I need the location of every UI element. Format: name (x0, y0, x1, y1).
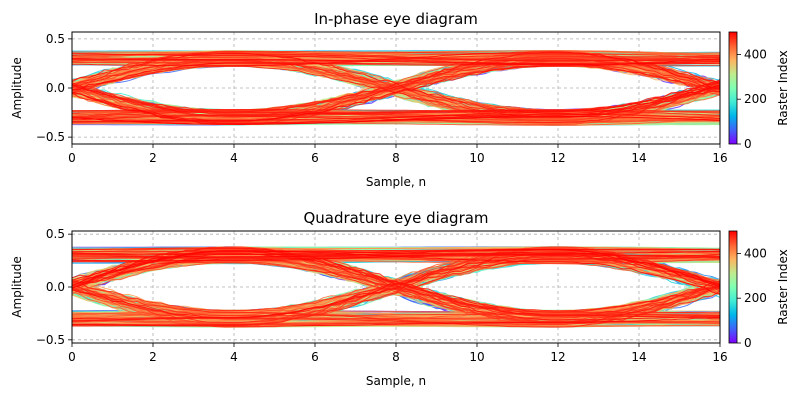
y-tick-label: 0.0 (46, 280, 65, 294)
x-axis-ticks: 0 2 4 6 8 10 12 14 16 (68, 144, 728, 165)
x-axis-label: Sample, n (366, 374, 426, 388)
x-tick-label: 4 (230, 350, 238, 364)
eye-trace (72, 80, 720, 124)
colorbar-label: Raster Index (776, 50, 790, 126)
x-tick-label: 14 (631, 151, 646, 165)
x-tick-label: 12 (550, 151, 565, 165)
y-tick-label: −0.5 (36, 130, 65, 144)
y-axis-label: Amplitude (10, 57, 24, 119)
y-axis-ticks: 0.5 0.0 −0.5 (36, 32, 72, 144)
trace-layer (72, 246, 720, 328)
colorbar-tick-label: 0 (744, 336, 752, 350)
x-tick-label: 2 (149, 151, 157, 165)
chart-title: Quadrature eye diagram (303, 209, 488, 227)
y-tick-label: 0.5 (46, 32, 65, 46)
eye-trace (72, 58, 720, 122)
trace-layer (72, 50, 720, 126)
x-tick-label: 4 (230, 151, 238, 165)
y-axis-ticks: 0.5 0.0 −0.5 (36, 227, 72, 347)
x-tick-label: 6 (311, 350, 319, 364)
colorbar-gradient (728, 230, 738, 344)
colorbar-ticks: 0 200 400 (737, 47, 767, 151)
x-tick-label: 0 (68, 151, 76, 165)
x-tick-label: 10 (469, 350, 484, 364)
x-tick-label: 14 (631, 350, 646, 364)
eye-trace (72, 250, 720, 256)
eye-trace (72, 249, 720, 288)
x-axis-label: Sample, n (366, 175, 426, 189)
x-tick-label: 2 (149, 350, 157, 364)
colorbar: 0 200 400 Raster Index (728, 230, 790, 350)
colorbar-label: Raster Index (776, 249, 790, 325)
eye-trace (72, 58, 720, 65)
colorbar-gradient (728, 31, 738, 145)
x-tick-label: 12 (550, 350, 565, 364)
x-axis-ticks: 0 2 4 6 8 10 12 14 16 (68, 343, 728, 364)
y-tick-label: 0.5 (46, 227, 65, 241)
colorbar-tick-label: 400 (744, 47, 767, 61)
x-tick-label: 0 (68, 350, 76, 364)
eye-trace (72, 252, 720, 312)
eye-trace (72, 82, 720, 118)
eye-trace (72, 246, 720, 320)
eye-trace (72, 113, 720, 123)
colorbar-ticks: 0 200 400 (737, 246, 767, 350)
eye-trace (72, 290, 720, 325)
colorbar: 0 200 400 Raster Index (728, 31, 790, 151)
eye-trace (72, 287, 720, 326)
colorbar-tick-label: 200 (744, 291, 767, 305)
x-tick-label: 6 (311, 151, 319, 165)
x-tick-label: 16 (712, 151, 727, 165)
eye-trace (72, 255, 720, 322)
eye-trace (72, 247, 720, 314)
eye-trace (72, 250, 720, 295)
eye-trace (72, 253, 720, 326)
x-tick-label: 8 (392, 350, 400, 364)
eye-trace (72, 53, 720, 62)
colorbar-tick-label: 0 (744, 137, 752, 151)
x-tick-label: 16 (712, 350, 727, 364)
x-tick-label: 10 (469, 151, 484, 165)
chart-title: In-phase eye diagram (314, 10, 478, 28)
chart-quadrature: Quadrature eye diagram 0 2 4 6 8 10 12 14 16 0.5… (10, 209, 790, 388)
colorbar-tick-label: 200 (744, 92, 767, 106)
eye-trace (72, 82, 720, 115)
eye-trace (72, 284, 720, 328)
y-tick-label: −0.5 (36, 333, 65, 347)
eye-trace (72, 51, 720, 89)
eye-trace (72, 53, 720, 62)
y-axis-label: Amplitude (10, 256, 24, 318)
y-tick-label: 0.0 (46, 81, 65, 95)
x-tick-label: 8 (392, 151, 400, 165)
eye-trace (72, 52, 720, 93)
colorbar-tick-label: 400 (744, 246, 767, 260)
eye-trace (72, 62, 720, 94)
eye-trace (72, 115, 720, 125)
chart-in-phase: In-phase eye diagram 0 2 4 6 8 10 12 14 16 0.50.… (10, 10, 790, 189)
eye-trace (72, 316, 720, 327)
